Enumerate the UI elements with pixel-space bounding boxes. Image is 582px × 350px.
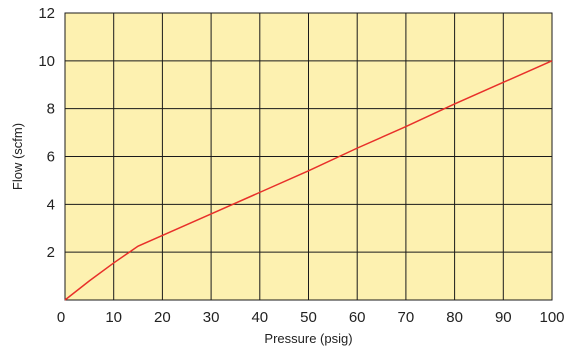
- series-group: [64, 60, 553, 301]
- x-tick-label: 90: [495, 309, 512, 326]
- y-tick-label: 10: [38, 53, 55, 70]
- x-axis-label: Pressure (psig): [264, 331, 352, 346]
- y-tick-label: 6: [47, 149, 55, 166]
- x-tick-label: 50: [300, 309, 317, 326]
- x-tick-labels: 0 10 20 30 40 50 60 70 80 90 100: [57, 309, 565, 326]
- y-tick-label: 12: [38, 5, 55, 22]
- x-tick-label: 20: [154, 309, 171, 326]
- grid: [64, 12, 553, 301]
- y-tick-label: 2: [47, 244, 55, 261]
- x-tick-label: 10: [105, 309, 122, 326]
- x-tick-label: 100: [539, 309, 564, 326]
- x-tick-label: 60: [349, 309, 366, 326]
- x-tick-label: 80: [446, 309, 463, 326]
- x-tick-label: 40: [251, 309, 268, 326]
- y-tick-labels: 2 4 6 8 10 12: [38, 5, 55, 261]
- x-tick-label: 30: [203, 309, 220, 326]
- y-tick-label: 8: [47, 101, 55, 118]
- y-axis-label: Flow (scfm): [10, 123, 25, 190]
- x-tick-label: 0: [57, 309, 65, 326]
- x-tick-label: 70: [398, 309, 415, 326]
- series-line: [64, 60, 553, 301]
- y-tick-label: 4: [47, 196, 55, 213]
